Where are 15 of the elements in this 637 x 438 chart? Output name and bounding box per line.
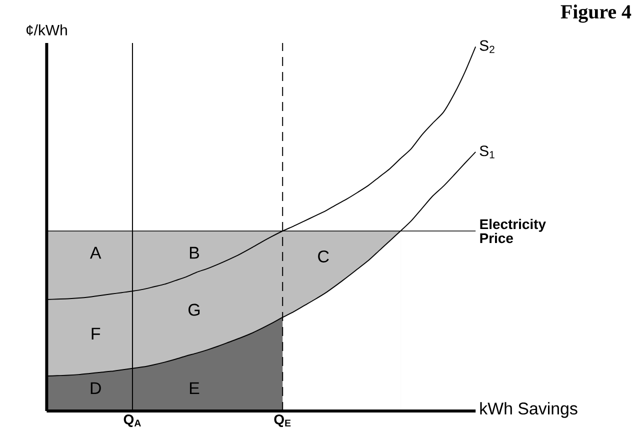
annotation: C [318, 250, 329, 262]
series-label: S$_{1}$ [480, 146, 494, 158]
x-tick-label: Q$_{A}$ [124, 414, 141, 428]
series-label: S$_{2}$ [480, 40, 494, 54]
x-axis-title: kWh Savings [480, 402, 578, 418]
annotation: D [90, 382, 101, 394]
y-axis-title: ¢/kWh [26, 24, 67, 36]
x-tick-label: Q$_{E}$ [274, 414, 291, 428]
annotation: E [190, 382, 200, 394]
annotation: A [90, 246, 102, 259]
annotation: B [190, 246, 199, 259]
annotation: G [188, 304, 200, 316]
ref-line-label: Electricity Price [480, 218, 546, 244]
text: Figure 4 [560, 4, 632, 23]
annotation: F [92, 328, 100, 340]
